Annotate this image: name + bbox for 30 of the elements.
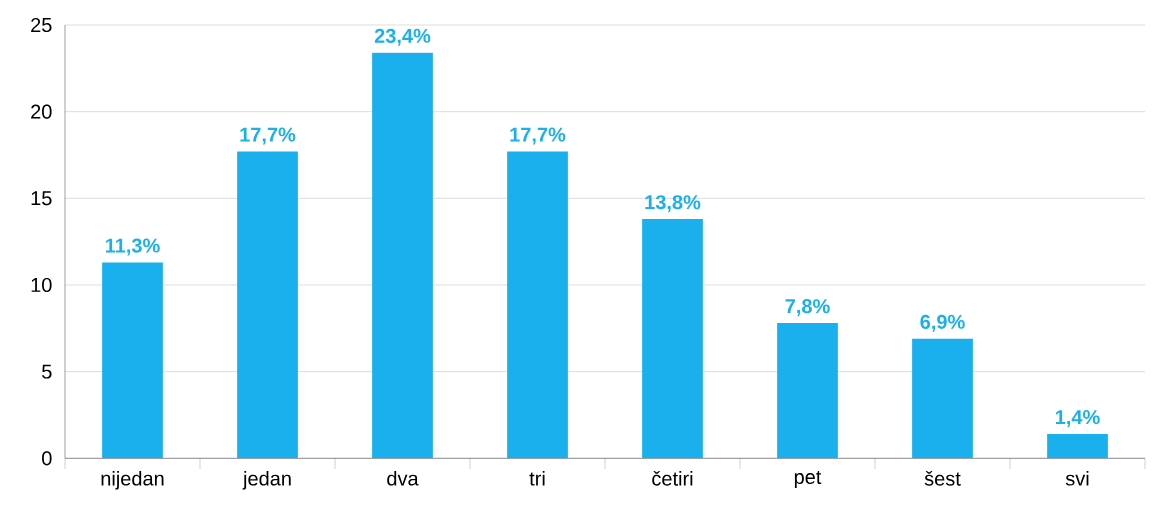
x-tick-label: svi — [1065, 470, 1089, 486]
y-tick-label: 0 — [42, 451, 52, 466]
x-tick-label: jedan — [242, 470, 291, 490]
x-tick-label: pet — [794, 470, 822, 489]
y-tick-label: 5 — [42, 364, 52, 379]
bar — [777, 323, 838, 459]
x-tick-label: dva — [387, 470, 419, 486]
x-tick-label: tri — [529, 470, 545, 486]
data-label: 23,4% — [374, 28, 431, 46]
y-tick-label: 10 — [31, 277, 52, 293]
bar — [912, 338, 973, 459]
data-label: 17,7% — [240, 127, 296, 145]
y-tick-label: 20 — [31, 104, 52, 119]
data-label: 11,3% — [105, 238, 160, 256]
bar — [1047, 434, 1108, 459]
data-label: 7,8% — [785, 299, 830, 317]
data-label: 13,8% — [645, 195, 701, 213]
data-label: 1,4% — [1055, 410, 1100, 428]
bar — [507, 151, 568, 459]
x-tick-label: šest — [924, 470, 961, 486]
bar — [237, 151, 298, 459]
bar — [372, 52, 433, 459]
bar — [642, 219, 703, 459]
data-label: 6,9% — [920, 314, 965, 332]
y-tick-label: 25 — [31, 17, 52, 33]
y-tick-label: 15 — [31, 191, 52, 206]
data-label: 17,7% — [510, 127, 566, 145]
x-tick-label: četiri — [652, 470, 693, 486]
x-tick-label: nijedan — [101, 470, 164, 490]
bar — [102, 262, 163, 459]
